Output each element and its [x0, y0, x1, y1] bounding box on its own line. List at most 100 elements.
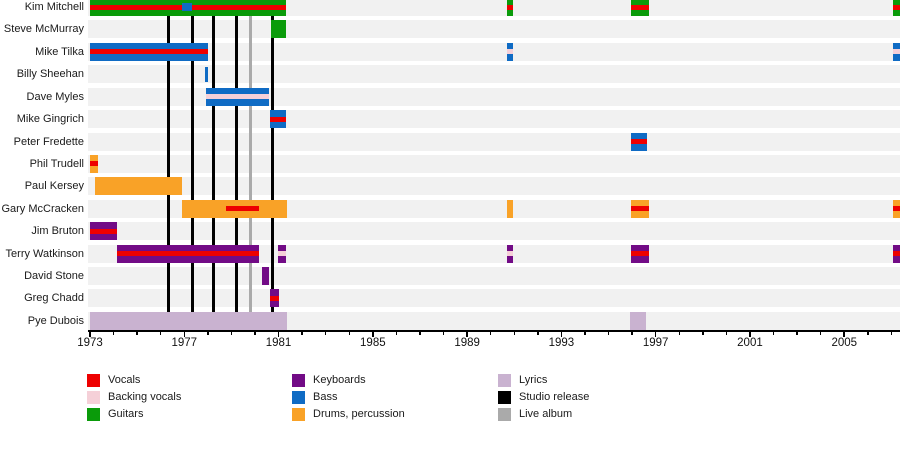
axis-year-label: 1997: [642, 337, 669, 349]
row-band: [88, 199, 900, 218]
legend-swatch-lyrics: [498, 374, 511, 387]
axis-tick: [466, 331, 468, 337]
axis-tick: [207, 331, 209, 335]
timeline-bar: [205, 87, 270, 106]
legend-swatch-keyboards: [292, 374, 305, 387]
member-label: Dave Myles: [26, 90, 84, 103]
axis-tick: [725, 331, 728, 335]
studio-release-line: [167, 0, 171, 330]
studio-release-line: [190, 0, 194, 330]
timeline-bar: [278, 244, 286, 263]
axis-year-label: 2001: [737, 337, 763, 349]
role-stripe: [507, 251, 514, 257]
member-label: Greg Chadd: [24, 292, 84, 305]
timeline-bar: [90, 222, 118, 241]
role-stripe: [270, 116, 286, 122]
axis-tick: [372, 331, 374, 337]
timeline-bar: [630, 199, 649, 218]
role-stripe: [205, 94, 270, 100]
role-stripe: [892, 4, 900, 10]
role-stripe: [892, 49, 900, 55]
timeline-bar: [262, 267, 270, 286]
member-label: Mike Tilka: [35, 45, 84, 58]
axis-tick: [537, 331, 539, 335]
legend: Vocals Backing vocals Guitars Keyboards Bass…: [0, 368, 900, 448]
row-band: [88, 0, 900, 16]
legend-swatch-drums: [292, 408, 305, 421]
axis-tick: [89, 331, 91, 337]
timeline-bar: [507, 42, 514, 61]
legend-swatch-live_album: [498, 408, 511, 421]
row-band: [88, 42, 900, 61]
timeline-bar: [94, 177, 182, 196]
member-label: Pye Dubois: [27, 314, 84, 327]
x-axis: 1973 1977 1981 1985 1989 1993 1997 2001 2005: [77, 330, 900, 349]
axis-tick: [796, 331, 798, 335]
role-stripe: [630, 251, 649, 257]
timeline-bar: [892, 0, 900, 16]
axis-tick: [324, 331, 327, 335]
member-label: David Stone: [24, 270, 84, 283]
axis-tick: [136, 331, 138, 335]
row-band: [88, 65, 900, 84]
legend-label: Drums, percussion: [313, 408, 405, 420]
axis-tick: [631, 331, 633, 335]
legend-swatch-bass: [292, 391, 305, 404]
axis-tick: [867, 331, 869, 335]
role-stripe: [630, 139, 648, 145]
timeline-bar: [270, 110, 286, 129]
legend-label: Keyboards: [313, 374, 366, 386]
legend-label: Lyrics: [519, 374, 548, 386]
axis-tick: [230, 331, 233, 335]
row-band: [88, 20, 900, 39]
row-band: [88, 311, 900, 330]
studio-release-line: [271, 0, 275, 330]
live-album-line: [248, 0, 252, 330]
axis-tick: [678, 331, 680, 335]
legend-label: Vocals: [108, 374, 141, 386]
axis-tick: [772, 331, 775, 335]
member-label: Peter Fredette: [13, 135, 84, 148]
axis-tick: [513, 331, 515, 335]
axis-tick: [348, 331, 351, 335]
plot-area: [88, 0, 900, 330]
axis-tick: [819, 331, 822, 335]
timeline-bar: [271, 20, 286, 39]
timeline-bar: [90, 42, 208, 61]
timeline-bar: [630, 244, 649, 263]
legend-label: Backing vocals: [108, 391, 182, 403]
axis-tick: [159, 331, 162, 335]
legend-label: Studio release: [519, 391, 590, 403]
axis-tick: [395, 331, 398, 335]
role-stripe: [90, 49, 208, 55]
axis-tick: [489, 331, 492, 335]
timeline-bar: [630, 0, 649, 16]
legend-swatch-backing_vocals: [87, 391, 100, 404]
timeline-bar: [629, 311, 647, 330]
member-label: Jim Bruton: [31, 225, 84, 238]
studio-release-line: [234, 0, 238, 330]
axis-tick: [442, 331, 445, 335]
legend-swatch-vocals: [87, 374, 100, 387]
member-label: Paul Kersey: [24, 180, 84, 193]
timeline-bar: [630, 132, 648, 151]
row-band: [88, 222, 900, 241]
studio-release-line: [212, 0, 216, 330]
timeline-bar: [892, 42, 900, 61]
axis-tick: [843, 331, 845, 337]
axis-tick: [560, 331, 563, 337]
timeline-bar: [90, 154, 99, 173]
axis-tick: [419, 331, 421, 335]
row-band: [88, 132, 900, 151]
axis-tick: [654, 331, 657, 337]
timeline-bar: [892, 199, 900, 218]
timeline-bar: [90, 311, 287, 330]
role-stripe: [507, 4, 514, 10]
member-labels-column: Kim Mitchell Steve McMurray Mike Tilka Bill…: [0, 0, 84, 335]
role-stripe: [892, 251, 900, 257]
role-stripe: [225, 206, 259, 212]
axis-tick: [277, 331, 280, 337]
axis-year-label: 1977: [171, 337, 198, 349]
axis-tick: [702, 331, 704, 335]
role-stripe: [117, 251, 259, 257]
